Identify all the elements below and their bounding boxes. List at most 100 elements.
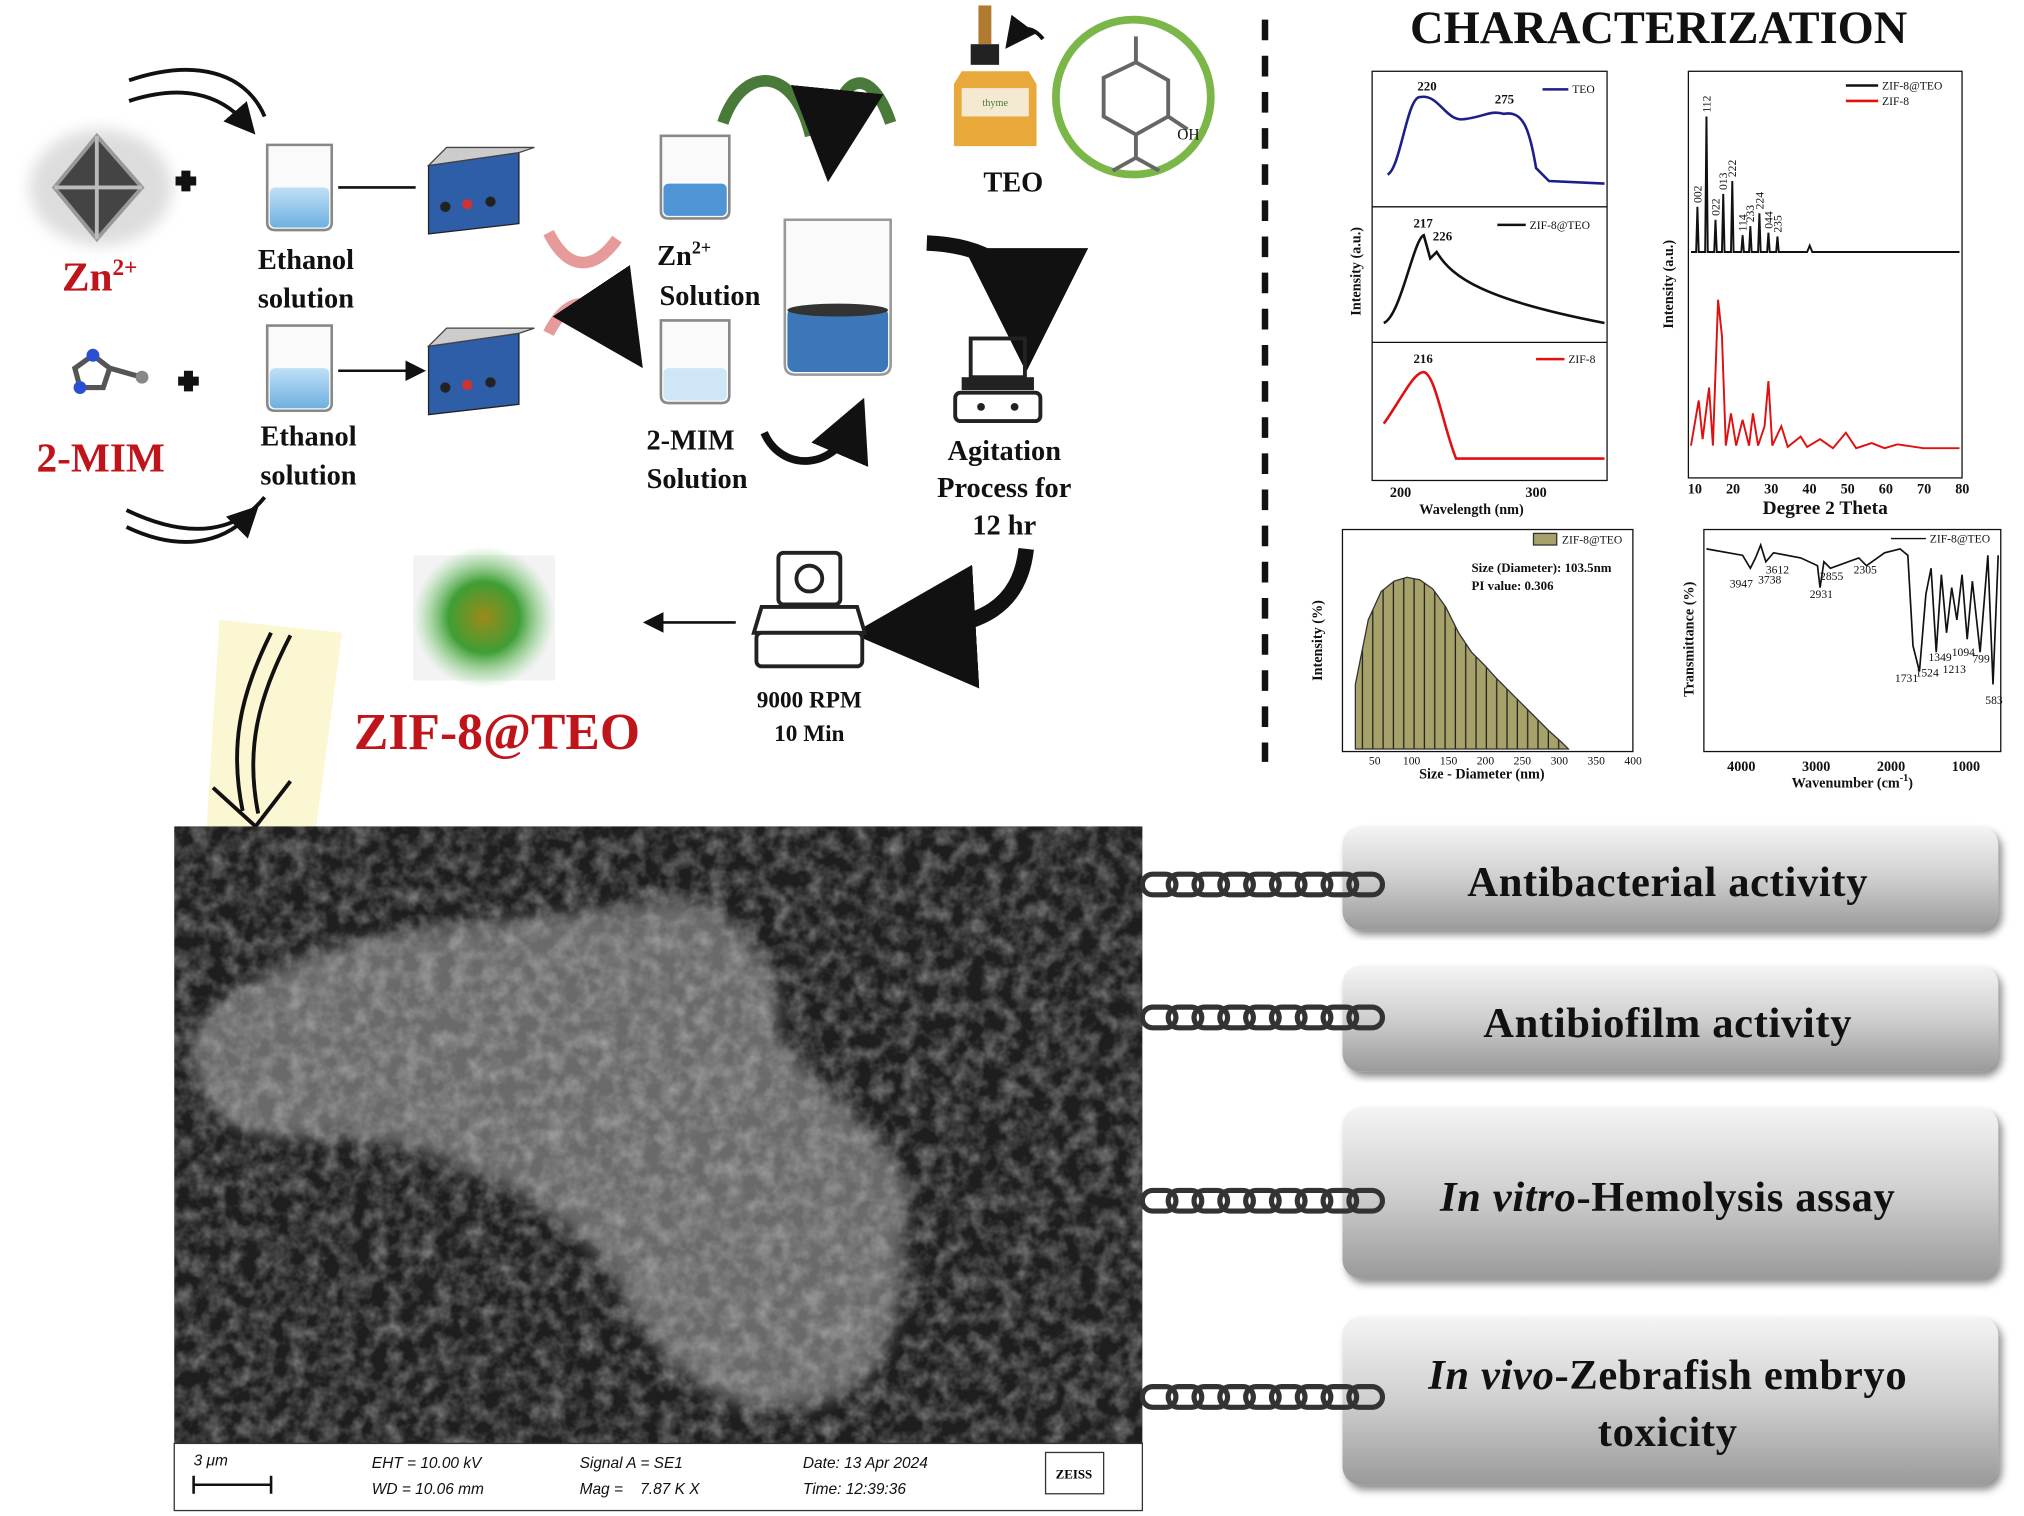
label: Ethanol solution xyxy=(260,422,356,492)
label: Zn xyxy=(657,241,692,272)
label: Agitation xyxy=(948,436,1062,467)
legend: ZIF-8 xyxy=(1568,353,1595,366)
meta: WD = 10.06 mm xyxy=(372,1481,484,1498)
tick: 30 xyxy=(1764,481,1778,497)
legend: ZIF-8@TEO xyxy=(1530,219,1590,232)
oh-label: OH xyxy=(1177,127,1199,144)
scale: 3 μm xyxy=(194,1452,228,1469)
peak: 1094 xyxy=(1952,646,1975,659)
synthesis xyxy=(175,170,197,192)
uv-plot xyxy=(1371,70,1608,482)
annotation: Size (Diameter): 103.5nm xyxy=(1472,561,1612,575)
peak: 226 xyxy=(1433,229,1453,243)
peak: 275 xyxy=(1495,93,1514,107)
peak: 1349 xyxy=(1928,651,1951,664)
sonicator xyxy=(426,327,535,348)
peak: 224 xyxy=(1753,192,1766,210)
sem-image xyxy=(192,1475,273,1494)
x-label: -1 xyxy=(1900,773,1909,784)
synthesis xyxy=(760,397,869,467)
application: toxicity xyxy=(1598,1409,1738,1456)
chain-link xyxy=(1320,1384,1360,1410)
big-beaker xyxy=(787,307,889,373)
chain-link xyxy=(1346,1004,1386,1031)
chain-link xyxy=(1217,1187,1256,1214)
centrifuge xyxy=(754,630,865,669)
legend: ZIF-8@TEO xyxy=(1882,79,1942,92)
dls-plot xyxy=(1532,532,1558,546)
ftir-plot: ZIF-8@TEO Transmittance (%) Wavenumber (… xyxy=(1682,528,2002,792)
centrifuge xyxy=(794,563,825,594)
y-label: Intensity (%) xyxy=(1310,600,1326,681)
peak: 235 xyxy=(1771,215,1784,233)
application: In vitro-Hemolysis assay xyxy=(1439,1174,1896,1221)
application: In vitro xyxy=(1439,1174,1576,1221)
synthesis: Zn2+ xyxy=(62,254,137,300)
applications xyxy=(1342,826,1999,930)
x-label: Wavelength (nm) xyxy=(1419,502,1524,518)
chain-link xyxy=(1217,871,1256,898)
sonicator xyxy=(440,382,451,393)
label: Solution xyxy=(647,464,748,495)
x-label: ) xyxy=(1908,776,1913,792)
peak: 583 xyxy=(1985,694,2003,707)
meta: EHT = 10.00 kV xyxy=(372,1455,483,1472)
annotation: PI value: 0.306 xyxy=(1472,579,1555,593)
peak: 3612 xyxy=(1766,563,1789,576)
peak: 1524 xyxy=(1916,667,1939,680)
beaker xyxy=(269,368,330,409)
xrd-plot: ZIF-8@TEO ZIF-8 Intensity (a.u.) Degree … xyxy=(1661,70,1969,519)
meta: Mag = 7.87 K X xyxy=(580,1481,701,1498)
synthesis xyxy=(543,229,617,334)
product-label: ZIF-8@TEO xyxy=(354,704,640,761)
brand: ZEISS xyxy=(1056,1467,1093,1481)
dropper-bottle xyxy=(961,88,1029,117)
peak: 1213 xyxy=(1943,663,1966,676)
application: Antibacterial activity xyxy=(1467,859,1868,906)
tick: 60 xyxy=(1879,481,1893,497)
applications: Antibacterial activity Antibiofilm activ… xyxy=(1342,826,1999,1485)
agitator xyxy=(961,377,1034,391)
chain-link xyxy=(1165,1384,1205,1410)
chain-link xyxy=(1191,871,1231,898)
x-label: Size - Diameter (nm) xyxy=(1419,767,1545,783)
tick: 10 xyxy=(1688,481,1702,497)
label: 10 Min xyxy=(774,721,844,747)
big-beaker xyxy=(783,218,892,376)
peak: 112 xyxy=(1700,95,1713,112)
uv-plot xyxy=(1383,233,1605,325)
synthesis xyxy=(413,546,556,689)
label: 9000 RPM 10 Min xyxy=(757,688,862,748)
peak: 013 xyxy=(1717,172,1730,190)
uv-plot xyxy=(1382,370,1605,460)
tick: 250 xyxy=(1514,754,1532,767)
peak: 3738 xyxy=(1758,574,1781,587)
section-title: CHARACTERIZATION xyxy=(1410,3,1907,54)
label: 12 hr xyxy=(972,511,1036,542)
label: Solution xyxy=(659,281,760,312)
peak: 114 xyxy=(1736,214,1749,231)
synthesis: Zn2+ 2-MIM Ethanol solution Ethanol soluti… xyxy=(29,5,1215,830)
chain-link xyxy=(1346,1384,1386,1410)
chain-link xyxy=(1320,1004,1360,1031)
chain-link xyxy=(1139,871,1179,898)
molecule xyxy=(86,348,100,362)
tick: 50 xyxy=(1369,754,1381,767)
beaker xyxy=(265,143,334,232)
agitator xyxy=(953,390,1043,424)
tick: 300 xyxy=(1551,754,1569,767)
molecule xyxy=(73,381,87,394)
chain-link xyxy=(1346,871,1386,898)
peak: 3947 xyxy=(1730,578,1753,591)
synthesis xyxy=(852,547,1034,689)
sonicator xyxy=(426,146,535,167)
agitator xyxy=(977,403,985,411)
tick: 80 xyxy=(1955,481,1969,497)
beaker xyxy=(269,187,330,228)
synthesis: Zn xyxy=(62,254,113,300)
tick: 40 xyxy=(1802,481,1816,497)
sonicator xyxy=(426,146,535,235)
tick: 150 xyxy=(1440,754,1458,767)
synthesis xyxy=(125,497,265,544)
